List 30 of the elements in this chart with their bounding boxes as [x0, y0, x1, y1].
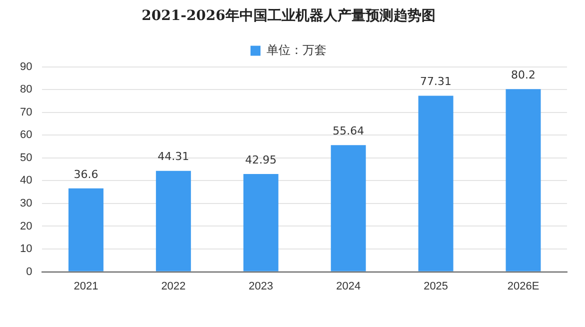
y-tick-label: 20 — [20, 220, 32, 232]
y-tick-label: 50 — [20, 152, 32, 164]
bar — [243, 174, 278, 272]
bar — [156, 170, 191, 272]
data-label: 44.31 — [158, 150, 190, 164]
y-tick-label: 0 — [26, 266, 32, 278]
chart-title: 2021-2026年中国工业机器人产量预测趋势图 — [142, 7, 436, 24]
y-tick-label: 10 — [20, 243, 32, 256]
y-tick-label: 90 — [20, 60, 32, 73]
data-label: 55.64 — [332, 124, 364, 138]
y-tick-label: 80 — [20, 84, 32, 96]
legend-label: 单位：万套 — [266, 42, 326, 57]
x-tick-label: 2025 — [424, 280, 448, 292]
data-label: 80.2 — [511, 68, 536, 82]
x-tick-label: 2022 — [161, 280, 186, 292]
y-tick-label: 40 — [20, 174, 32, 187]
data-label: 36.6 — [74, 168, 98, 181]
bar — [418, 96, 454, 272]
bar — [330, 145, 366, 272]
data-label: 77.31 — [420, 75, 452, 88]
x-tick-label: 2024 — [336, 280, 361, 292]
x-tick-label: 2023 — [248, 280, 274, 292]
y-tick-label: 60 — [20, 129, 32, 142]
bar — [68, 188, 104, 272]
x-tick-label: 2026E — [507, 280, 540, 292]
data-label: 42.95 — [245, 153, 277, 166]
y-tick-label: 70 — [20, 106, 32, 118]
bar — [506, 89, 541, 272]
y-tick-label: 30 — [20, 198, 32, 210]
x-tick-label: 2021 — [74, 280, 98, 292]
